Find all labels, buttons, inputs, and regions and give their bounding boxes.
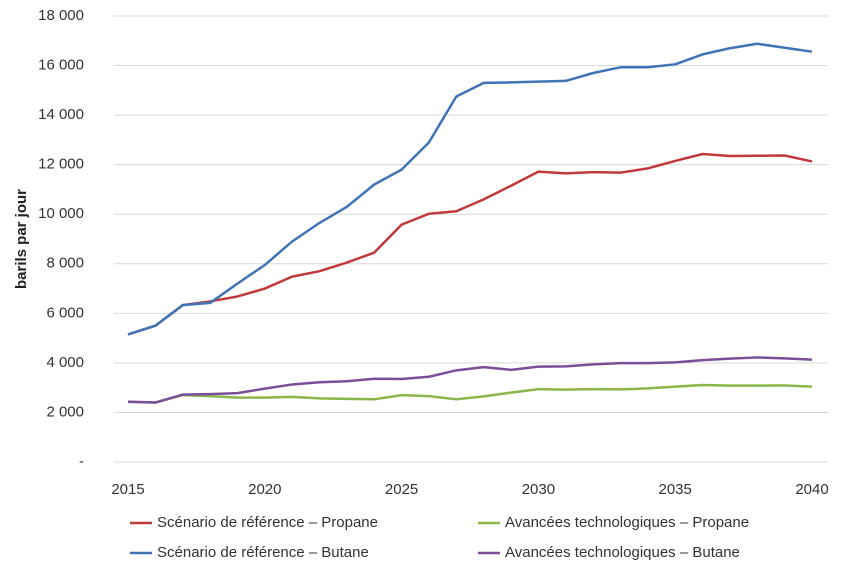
y-tick-label: 10 000 xyxy=(38,205,84,222)
y-tick-label: 8 000 xyxy=(46,255,84,272)
x-tick-label: 2020 xyxy=(248,481,281,498)
x-tick-label: 2025 xyxy=(385,481,418,498)
y-axis-label: barils par jour xyxy=(13,189,30,289)
y-tick-label: - xyxy=(79,453,84,470)
x-tick-label: 2015 xyxy=(111,481,144,498)
legend-label: Scénario de référence – Propane xyxy=(157,514,378,531)
y-tick-label: 2 000 xyxy=(46,403,84,420)
x-tick-label: 2035 xyxy=(659,481,692,498)
y-tick-label: 16 000 xyxy=(38,57,84,74)
x-tick-label: 2040 xyxy=(795,481,828,498)
series-line xyxy=(127,152,813,336)
x-tick-label: 2030 xyxy=(522,481,555,498)
series-line xyxy=(127,356,813,404)
legend-label: Avancées technologiques – Butane xyxy=(505,544,740,561)
y-tick-label: 18 000 xyxy=(38,7,84,24)
y-tick-label: 6 000 xyxy=(46,304,84,321)
y-tick-label: 14 000 xyxy=(38,106,84,123)
legend-label: Avancées technologiques – Propane xyxy=(505,514,749,531)
y-tick-label: 12 000 xyxy=(38,156,84,173)
y-tick-label: 4 000 xyxy=(46,354,84,371)
legend-label: Scénario de référence – Butane xyxy=(157,544,369,561)
series-line xyxy=(127,42,813,336)
series-line xyxy=(127,383,813,404)
